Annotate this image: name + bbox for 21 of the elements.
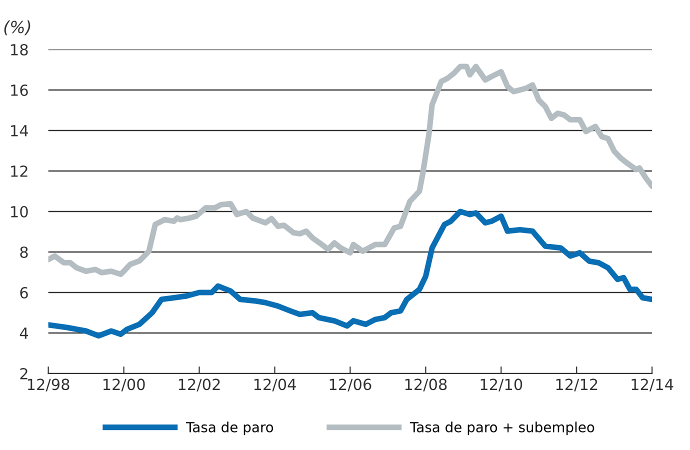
- legend-label: Tasa de paro: [186, 422, 274, 436]
- y-tick-label: 6: [20, 286, 28, 299]
- x-tick-label: 12/02: [178, 378, 220, 392]
- x-tick-label: 12/98: [28, 378, 70, 392]
- y-tick-label: 18: [11, 44, 28, 56]
- x-tick-label: 12/08: [405, 378, 447, 392]
- y-tick-label: 10: [11, 206, 28, 218]
- x-tick-label: 12/00: [103, 378, 145, 392]
- y-tick-label: 12: [11, 165, 28, 177]
- x-tick-label: 12/12: [556, 378, 598, 392]
- x-tick-label: 12/06: [330, 378, 372, 392]
- x-tick-label: 12/10: [480, 378, 522, 392]
- y-tick-label: 2: [20, 368, 28, 380]
- y-tick-label: 4: [20, 328, 28, 339]
- y-tick-label: 16: [11, 84, 28, 96]
- x-tick-label: 12/14: [632, 378, 674, 392]
- y-tick-label: 8: [20, 246, 28, 258]
- y-axis-title: (%): [4, 20, 30, 36]
- x-tick-label: 12/04: [254, 378, 296, 392]
- legend-label: Tasa de paro + subempleo: [410, 422, 594, 436]
- y-tick-label: 14: [11, 125, 28, 136]
